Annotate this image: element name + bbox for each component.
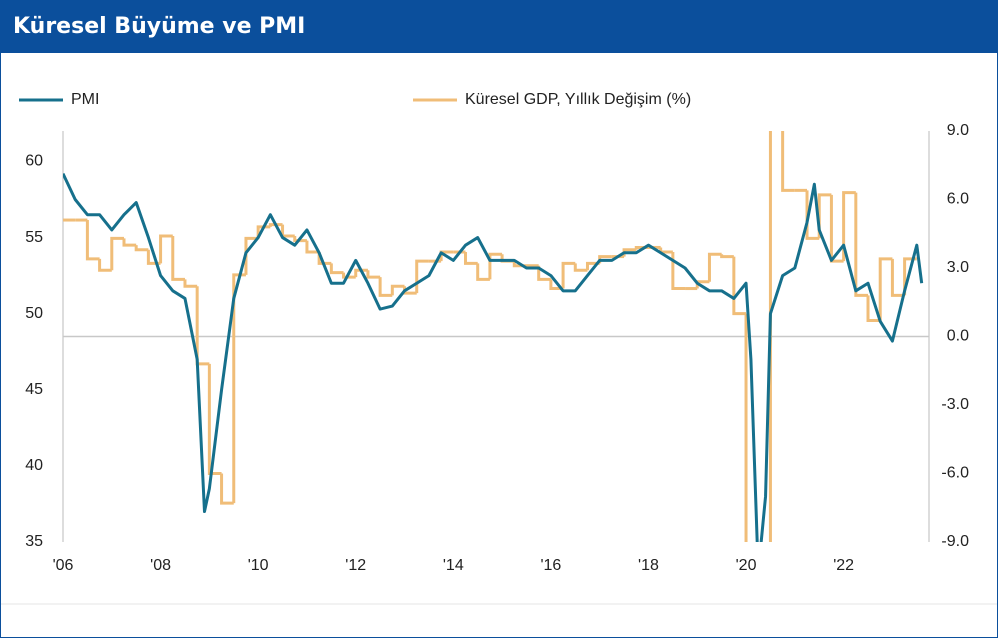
gdp-step	[329, 263, 344, 275]
gdp-step	[207, 363, 222, 475]
gdp-step	[671, 252, 686, 291]
gdp-step	[305, 240, 320, 254]
gdp-step	[476, 263, 490, 281]
gdp-step	[134, 245, 149, 252]
y-tick-label: 45	[25, 381, 43, 398]
y-tick-label: 60	[25, 153, 43, 170]
y2-tick-label: -3.0	[941, 396, 969, 413]
x-tick-label: '16	[540, 557, 561, 574]
x-tick-label: '20	[736, 557, 757, 574]
x-tick-label: '08	[150, 557, 171, 574]
gdp-step	[354, 268, 368, 278]
gdp-step	[195, 286, 210, 366]
y-tick-label: 55	[25, 229, 43, 246]
y2-tick-label: -9.0	[941, 533, 969, 550]
gdp-step	[122, 238, 137, 247]
gdp-step	[878, 257, 893, 321]
y2-tick-label: -6.0	[941, 465, 969, 482]
gdp-step	[159, 234, 173, 264]
y-tick-label: 50	[25, 305, 43, 322]
gdp-step	[744, 313, 748, 542]
gdp-step	[464, 252, 478, 265]
gdp-step	[110, 236, 124, 271]
gdp-step	[573, 263, 588, 272]
x-tick-label: '06	[53, 557, 74, 574]
x-tick-label: '10	[248, 557, 269, 574]
gdp-step	[659, 247, 673, 254]
legend-label: PMI	[71, 91, 99, 108]
legend-label: Küresel GDP, Yıllık Değişim (%)	[465, 91, 691, 108]
x-tick-label: '18	[638, 557, 659, 574]
x-tick-label: '14	[443, 557, 464, 574]
gdp-step	[561, 261, 576, 289]
gdp-step	[537, 265, 551, 281]
gdp-step	[781, 131, 795, 192]
gdp-step	[732, 256, 747, 316]
gdp-step	[549, 279, 564, 291]
gdp-step	[342, 272, 356, 279]
gdp-step	[98, 258, 112, 272]
y-tick-label: 35	[25, 533, 43, 550]
gdp-step	[171, 236, 185, 281]
gdp-step	[378, 277, 393, 297]
gdp-step	[842, 191, 856, 262]
gdp-step	[488, 252, 503, 280]
gdp-step	[232, 273, 246, 504]
gdp-step	[707, 252, 722, 282]
panel-title: Küresel Büyüme ve PMI	[1, 1, 997, 53]
y2-tick-label: 6.0	[947, 191, 969, 208]
gdp-step	[866, 295, 881, 323]
gdp-step	[220, 473, 234, 505]
gdp-step	[293, 236, 307, 243]
y2-tick-label: 0.0	[947, 328, 969, 345]
x-tick-label: '12	[345, 557, 366, 574]
gdp-step	[244, 236, 259, 275]
y2-tick-label: 9.0	[947, 122, 969, 139]
x-tick-label: '22	[833, 557, 854, 574]
y2-tick-label: 3.0	[947, 259, 969, 276]
gdp-step	[720, 254, 734, 259]
gdp-step	[281, 224, 295, 238]
gdp-step	[390, 284, 405, 296]
gdp-step	[366, 270, 381, 279]
gdp-step	[890, 258, 905, 297]
gdp-step	[805, 190, 820, 240]
gdp-step	[268, 223, 283, 227]
gdp-step	[183, 279, 198, 288]
pmi-line	[63, 172, 924, 542]
gdp-step	[768, 131, 772, 542]
plot	[63, 131, 924, 542]
gdp-step	[854, 192, 869, 297]
y-tick-label: 40	[25, 457, 43, 474]
gdp-step	[85, 220, 100, 261]
